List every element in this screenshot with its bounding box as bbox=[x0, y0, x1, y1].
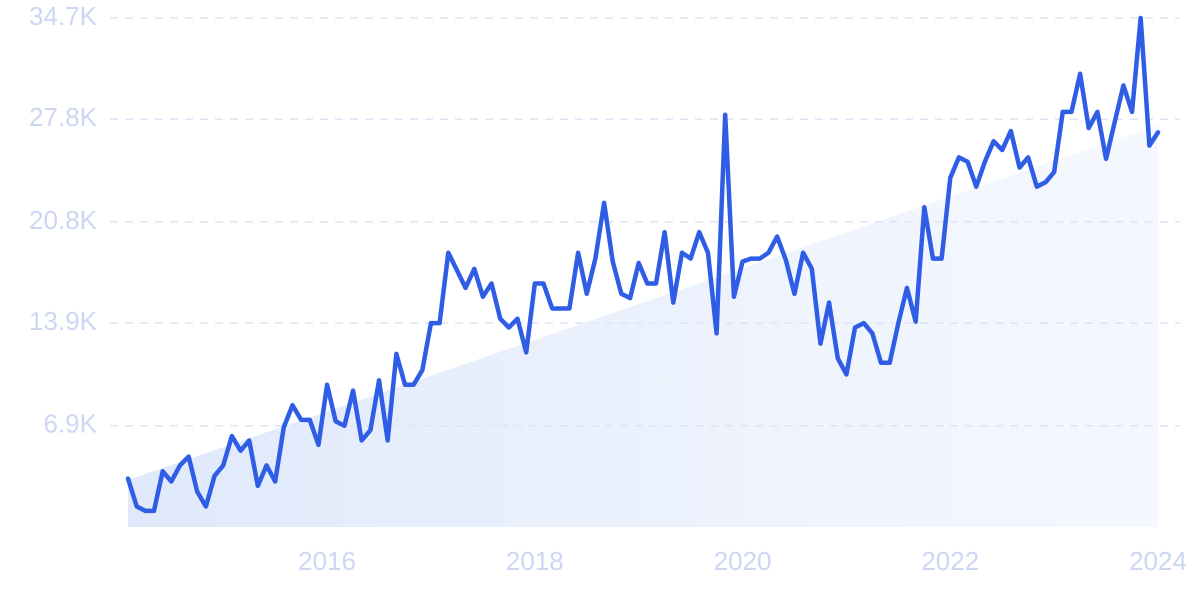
y-tick-label: 34.7K bbox=[29, 1, 98, 31]
y-tick-label: 13.9K bbox=[29, 306, 98, 336]
trend-area bbox=[128, 125, 1158, 527]
x-tick-label: 2024 bbox=[1129, 546, 1187, 576]
y-tick-label: 6.9K bbox=[44, 409, 98, 439]
x-tick-label: 2018 bbox=[506, 546, 564, 576]
y-tick-label: 20.8K bbox=[29, 205, 98, 235]
y-tick-label: 27.8K bbox=[29, 102, 98, 132]
x-tick-label: 2022 bbox=[921, 546, 979, 576]
x-tick-label: 2020 bbox=[714, 546, 772, 576]
line bbox=[125, 15, 1161, 514]
x-tick-label: 2016 bbox=[298, 546, 356, 576]
